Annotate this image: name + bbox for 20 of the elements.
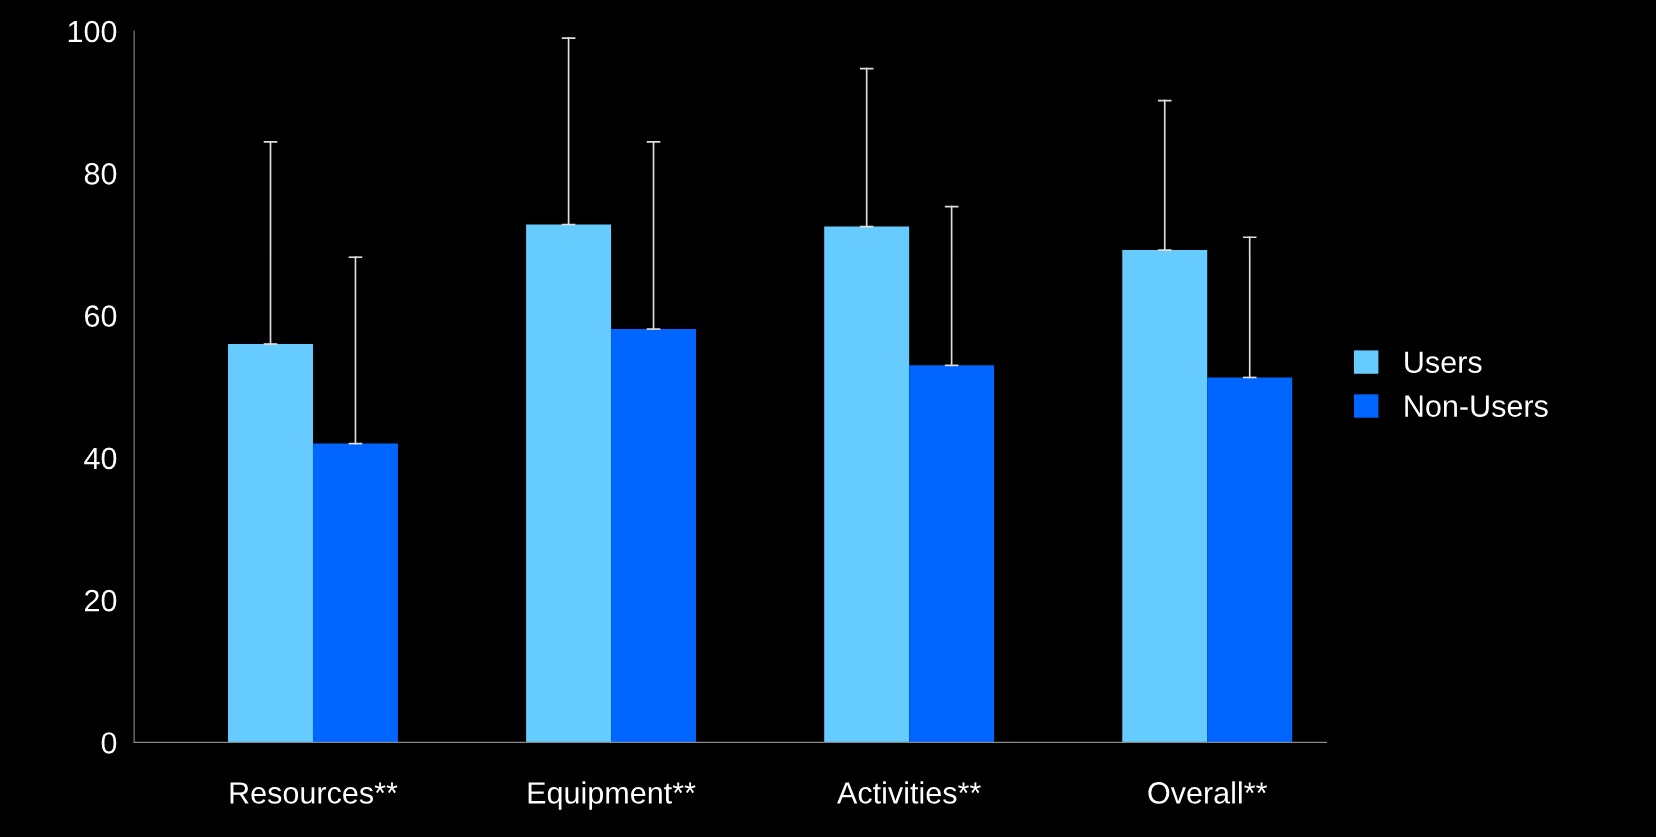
legend-label: Non-Users: [1405, 395, 1548, 417]
bar: [824, 226, 910, 743]
legend-label: Users: [1405, 351, 1482, 374]
y-tick-label: 60: [85, 305, 117, 327]
bar: [228, 344, 313, 743]
bar: [909, 365, 995, 743]
y-tick-label: 0: [101, 732, 117, 754]
y-tick-label: 20: [85, 589, 117, 612]
y-tick-label: 40: [84, 447, 117, 470]
bar: [611, 329, 697, 743]
y-tick-label: 100: [68, 20, 117, 43]
bar: [1207, 377, 1293, 743]
y-tick-label: 80: [84, 162, 117, 185]
x-tick-label: Activities**: [837, 781, 981, 804]
x-tick-label: Overall**: [1148, 781, 1268, 804]
x-tick-label: Resources**: [230, 782, 398, 804]
x-tick-label: Equipment**: [528, 781, 696, 810]
bar: [312, 443, 398, 743]
bar: [526, 224, 612, 743]
bar: [1122, 250, 1208, 743]
